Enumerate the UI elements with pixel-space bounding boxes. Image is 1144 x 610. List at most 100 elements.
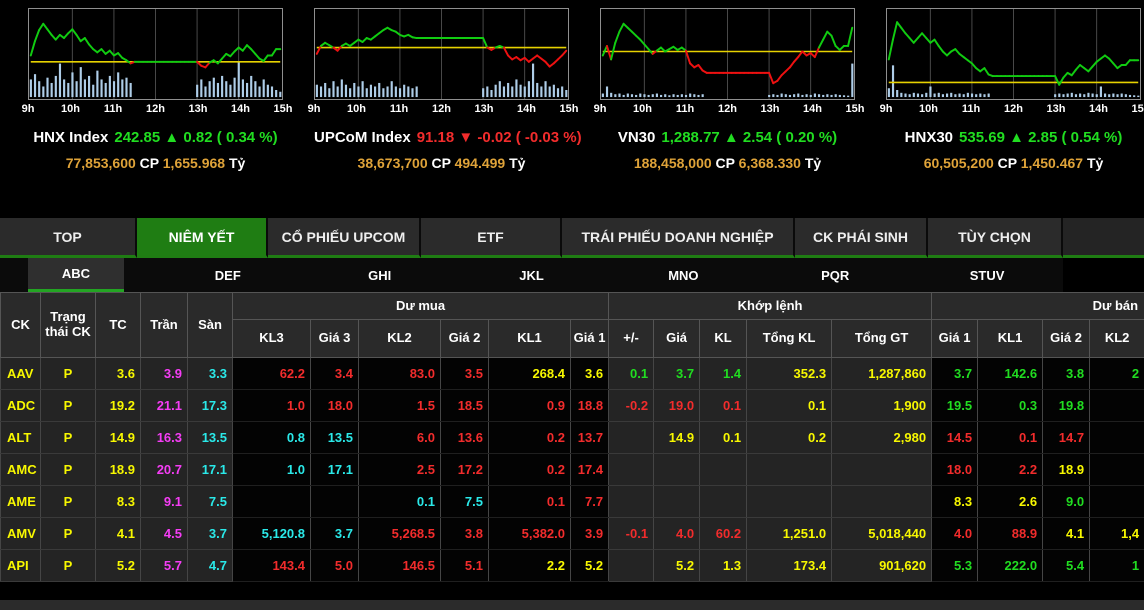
subtab-ghi[interactable]: GHI [304,258,456,292]
horizontal-scrollbar[interactable] [0,600,1144,610]
value-cell: 17.2 [440,453,489,486]
value-cell: 3.4 [310,357,359,390]
index-volume-line: 60,505,200 CP 1,450.467 Tỷ [886,155,1141,171]
time-label: 14h [517,103,536,115]
ticker-cell[interactable]: ADC [0,389,41,422]
time-label: 15h [273,103,293,115]
price-board-wrap: CK Trạng thái CK TC Trần Sàn Dư mua Khớp lệnh D… [0,292,1144,582]
value-cell: 1.0 [232,389,311,422]
subtab-stuv[interactable]: STUV [911,258,1063,292]
time-label: 10h [347,103,366,115]
index-quote: 91.18 ▼ -0.02 ( -0.03 %) [416,129,582,146]
subtab-label: PQR [821,267,850,283]
tab-niem-yet[interactable]: NIÊM YẾT [137,218,268,258]
ticker-cell[interactable]: API [0,549,41,582]
value-cell [608,549,655,582]
value-cell: 7.7 [569,485,610,518]
value-cell: 19.0 [653,389,701,422]
table-row-amc[interactable]: AMC P 18.9 20.7 17.1 1.0 17.1 2.5 17.2 0.2 17.4 18.… [0,453,1144,486]
tab-top[interactable]: TOP [0,218,137,258]
value-cell: 4.1 [1042,517,1091,550]
table-row-alt[interactable]: ALT P 14.9 16.3 13.5 0.8 13.5 6.0 13.6 0.2 13.7 14.… [0,421,1144,454]
ticker-cell[interactable]: AAV [0,357,41,390]
value-cell [653,485,701,518]
ticker-cell[interactable]: AME [0,485,41,518]
value-cell: 4.7 [187,549,233,582]
value-cell: 3.7 [310,517,359,550]
value-cell: 9.0 [1042,485,1091,518]
index-chart-hnx30 [886,8,1141,100]
subtab-label: MNO [668,267,699,283]
index-name: UPCoM Index [314,129,411,146]
time-label: 11h [675,103,695,115]
value-cell: 7.5 [187,485,233,518]
time-label: 14h [1089,103,1108,115]
value-cell [608,485,655,518]
value-cell [608,453,655,486]
value-cell: 13.6 [440,421,489,454]
value-cell: 5.0 [310,549,359,582]
tab-ck-phai-sinh[interactable]: CK PHÁI SINH [795,218,928,258]
value-cell: P [40,421,96,454]
value-cell [1089,389,1144,422]
value-cell: 3.7 [187,517,233,550]
value-cell: 352.3 [746,357,833,390]
value-cell: 0.9 [488,389,571,422]
table-row-ame[interactable]: AME P 8.3 9.1 7.5 0.1 7.5 0.1 7.7 8.3 2.6 9.0 [0,485,1144,518]
value-cell: 901,620 [831,549,933,582]
value-cell: 14.7 [1042,421,1091,454]
ticker-cell[interactable]: AMV [0,517,41,550]
market-tabs-row: TOP NIÊM YẾT CỔ PHIẾU UPCOM ETF TRÁI PHIẾU D… [0,218,1144,258]
value-cell: 1,251.0 [746,517,833,550]
value-cell [831,485,933,518]
volume-shares: 38,673,700 [357,155,428,171]
ticker-cell[interactable]: ALT [0,421,41,454]
time-axis: 9h 10h 11h 12h 13h 14h 15h [308,101,579,117]
value-cell: 16.3 [140,421,188,454]
tab-trai-phieu-doanh-nghiep[interactable]: TRÁI PHIẾU DOANH NGHIỆP [562,218,795,258]
col-header-kl2: KL2 [1089,319,1144,358]
subtab-abc[interactable]: ABC [0,258,152,292]
tab-tuy-chon[interactable]: TÙY CHỌN [928,218,1063,258]
ticker-cell[interactable]: AMC [0,453,41,486]
value-cell: 4.5 [140,517,188,550]
table-row-adc[interactable]: ADC P 19.2 21.1 17.3 1.0 18.0 1.5 18.5 0.9 18.8 -0.… [0,389,1144,422]
value-cell: 18.0 [310,389,359,422]
col-header-kl1: KL1 [488,319,571,358]
value-cell: 143.4 [232,549,311,582]
group-header-du-mua: Dư mua [231,292,610,320]
value-cell: 17.3 [187,389,233,422]
subtab-mno[interactable]: MNO [607,258,759,292]
value-cell: 3.9 [140,357,188,390]
subtab-pqr[interactable]: PQR [759,258,911,292]
col-header-tngkl: Tổng KL [746,319,833,358]
col-header-gi2: Giá 2 [440,319,489,358]
table-row-aav[interactable]: AAV P 3.6 3.9 3.3 62.2 3.4 83.0 3.5 268.4 3.6 0.1 3.… [0,357,1144,390]
value-cell [608,421,655,454]
subtab-def[interactable]: DEF [152,258,304,292]
volume-shares: 188,458,000 [633,155,712,171]
table-row-amv[interactable]: AMV P 4.1 4.5 3.7 5,120.8 3.7 5,268.5 3.8 5,382.0… [0,517,1144,550]
value-cell [232,485,311,518]
cp-label: CP [427,155,455,171]
col-header-gi1: Giá 1 [931,319,979,358]
tab-filler [1063,218,1144,258]
time-label: 13h [188,103,208,115]
subtab-jkl[interactable]: JKL [456,258,608,292]
value-cell: 18.8 [569,389,610,422]
value-cell: 268.4 [488,357,571,390]
col-header-kl1: KL1 [977,319,1044,358]
volume-value: 494.499 [454,155,506,171]
tab-co-phieu-upcom[interactable]: CỔ PHIẾU UPCOM [268,218,421,258]
value-cell: 1.4 [699,357,748,390]
header-group-row: CK Trạng thái CK TC Trần Sàn Dư mua Khớp lệnh D… [0,292,1144,358]
value-cell: 9.1 [140,485,188,518]
table-row-api[interactable]: API P 5.2 5.7 4.7 143.4 5.0 146.5 5.1 2.2 5.2 5.2 1.… [0,549,1144,582]
tab-etf[interactable]: ETF [421,218,562,258]
value-cell: 5,018,440 [831,517,933,550]
value-cell [746,453,833,486]
value-cell: 3.8 [1042,357,1091,390]
value-cell: 3.9 [569,517,610,550]
col-header-kl2: KL2 [358,319,441,358]
time-label: 9h [593,103,607,115]
